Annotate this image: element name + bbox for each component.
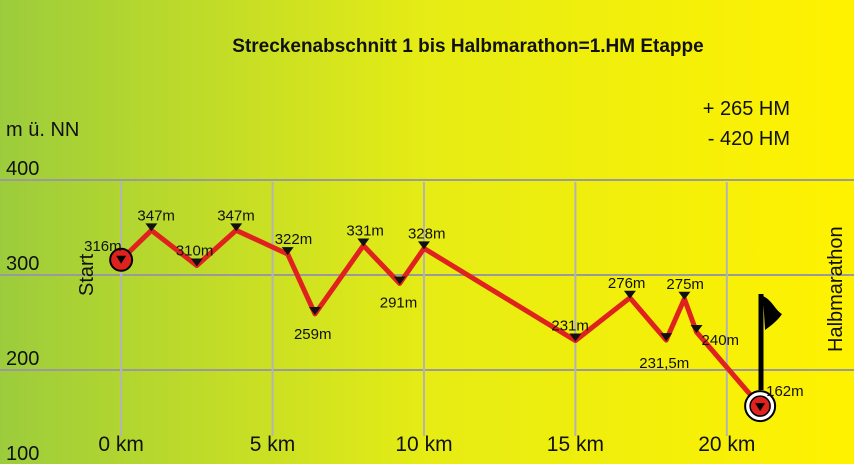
data-label: 276m — [608, 275, 646, 292]
y-tick-labels: 400 300 200 100 — [6, 158, 39, 464]
data-label: 347m — [137, 207, 175, 224]
ascent-stat: + 265 HM — [703, 98, 790, 120]
data-point-marker — [417, 241, 430, 250]
data-label: 231,5m — [639, 355, 689, 372]
data-label: 259m — [294, 326, 332, 343]
data-point-marker — [569, 333, 582, 342]
data-point-marker — [190, 258, 203, 267]
data-label: 316m — [84, 238, 122, 255]
data-label: 310m — [176, 243, 214, 260]
grid — [0, 179, 854, 436]
x-tick-label: 15 km — [547, 433, 604, 456]
data-label: 275m — [666, 276, 704, 293]
data-label: 240m — [702, 332, 740, 349]
start-point-arrow — [116, 255, 127, 264]
data-point-marker — [281, 247, 294, 256]
data-point-marker — [678, 291, 691, 300]
data-label: 328m — [408, 225, 446, 242]
y-tick-label: 300 — [6, 253, 39, 275]
x-tick-label: 10 km — [395, 433, 452, 456]
data-point-marker — [308, 306, 321, 315]
data-point-marker — [690, 325, 703, 333]
chart-title: Streckenabschnitt 1 bis Halbmarathon=1.H… — [232, 36, 703, 57]
data-label: 331m — [346, 223, 384, 240]
x-tick-label: 20 km — [698, 433, 755, 456]
data-label: 231m — [551, 318, 589, 335]
data-point-marker — [357, 238, 370, 247]
y-axis-label: m ü. NN — [6, 119, 79, 141]
x-tick-label: 5 km — [250, 433, 296, 456]
descent-stat: - 420 HM — [708, 128, 790, 150]
start-label: Start — [76, 253, 98, 296]
data-label: 322m — [275, 231, 313, 248]
y-tick-label: 100 — [6, 443, 39, 464]
data-point-marker — [623, 290, 636, 299]
data-point-marker — [660, 333, 673, 342]
elevation-series: 316m 347m 310m 347m 322m 259m 331m 291m 328m 231m… — [84, 207, 804, 423]
finish-flag-icon — [758, 294, 782, 390]
data-label: 291m — [380, 295, 418, 312]
data-point-marker — [145, 223, 158, 232]
finish-point-arrow — [755, 403, 766, 412]
x-tick-label: 0 km — [98, 433, 144, 456]
x-tick-labels: 0 km 5 km 10 km 15 km 20 km — [98, 433, 755, 456]
y-tick-label: 400 — [6, 158, 39, 180]
data-label: 347m — [217, 207, 255, 224]
data-point-marker — [230, 223, 243, 232]
y-tick-label: 200 — [6, 348, 39, 370]
finish-label: Halbmarathon — [825, 226, 847, 352]
data-label: 162m — [766, 383, 804, 400]
data-point-marker — [393, 276, 406, 285]
